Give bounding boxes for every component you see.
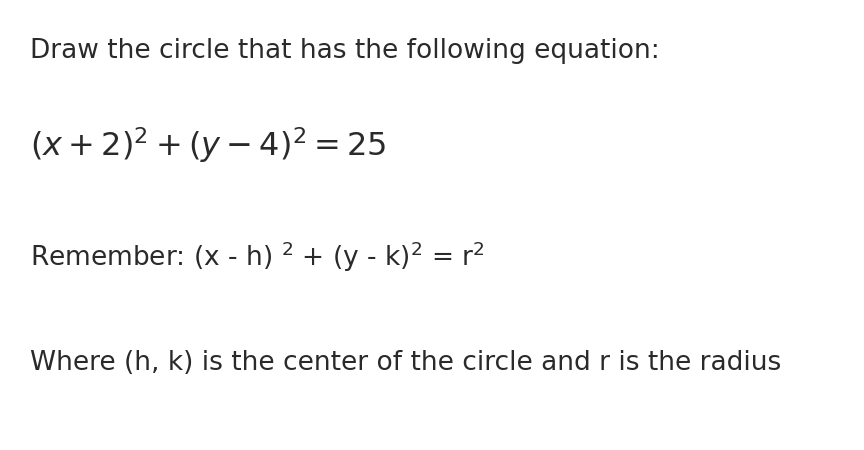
- Text: Remember: (x - h) $^2$ + (y - k)$^2$ = r$^2$: Remember: (x - h) $^2$ + (y - k)$^2$ = r…: [30, 240, 485, 274]
- Text: Draw the circle that has the following equation:: Draw the circle that has the following e…: [30, 38, 660, 64]
- Text: Where (h, k) is the center of the circle and r is the radius: Where (h, k) is the center of the circle…: [30, 350, 781, 376]
- Text: $(x + 2)^2 + (y - 4)^2 = 25$: $(x + 2)^2 + (y - 4)^2 = 25$: [30, 125, 386, 165]
